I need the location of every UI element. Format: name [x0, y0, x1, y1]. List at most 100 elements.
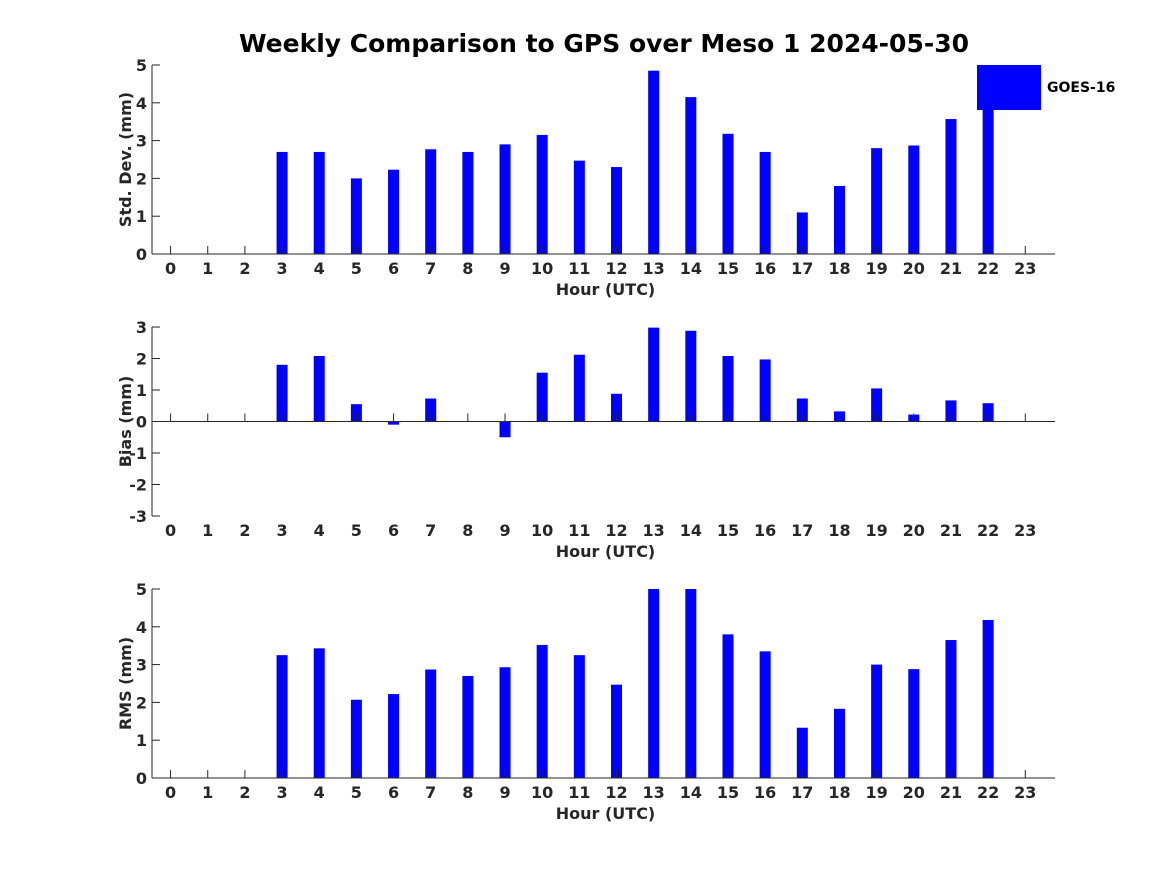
bar-bias-12 — [611, 393, 623, 422]
x-tick-label: 9 — [499, 259, 510, 278]
bar-rms-16 — [759, 651, 771, 778]
x-tick-label: 23 — [1014, 259, 1036, 278]
x-axis-label: Hour (UTC) — [556, 804, 656, 823]
y-tick-label: 2 — [136, 693, 147, 712]
x-tick-label: 7 — [425, 521, 436, 540]
x-tick-label: 19 — [865, 521, 887, 540]
x-tick-label: 18 — [828, 783, 850, 802]
bar-rms-11 — [573, 655, 585, 778]
x-tick-label: 8 — [462, 783, 473, 802]
x-tick-label: 16 — [754, 783, 776, 802]
bar-std-dev-6 — [388, 169, 400, 254]
x-tick-label: 21 — [940, 259, 962, 278]
x-tick-label: 22 — [977, 259, 999, 278]
y-tick-label: 1 — [136, 731, 147, 750]
x-tick-label: 2 — [239, 783, 250, 802]
bar-rms-14 — [685, 589, 697, 778]
bar-bias-17 — [796, 398, 808, 422]
y-tick-label: 1 — [136, 207, 147, 226]
bar-rms-7 — [425, 669, 437, 778]
x-tick-label: 12 — [605, 259, 627, 278]
y-tick-label: -1 — [129, 444, 147, 463]
bar-bias-15 — [722, 355, 734, 422]
x-tick-label: 22 — [977, 783, 999, 802]
chart-panels: 0 1 2 3 4 5 6 7 8 9 10 11 12 13 14 15 16 17 18 19 20 21 22 2301… — [116, 56, 1055, 823]
x-tick-label: 6 — [388, 259, 399, 278]
bar-rms-20 — [908, 669, 920, 778]
x-tick-label: 0 — [165, 521, 176, 540]
bar-std-dev-5 — [350, 178, 362, 254]
y-tick-label: 5 — [136, 56, 147, 75]
bar-bias-11 — [573, 354, 585, 422]
x-tick-label: 13 — [643, 259, 665, 278]
bar-rms-17 — [796, 727, 808, 778]
x-tick-label: 17 — [791, 783, 813, 802]
bar-bias-21 — [945, 400, 957, 422]
x-tick-label: 7 — [425, 259, 436, 278]
bar-std-dev-22 — [982, 108, 994, 254]
x-tick-label: 0 — [165, 259, 176, 278]
x-tick-label: 9 — [499, 783, 510, 802]
y-tick-label: 3 — [136, 132, 147, 151]
bar-bias-6 — [388, 421, 400, 425]
legend: GOES-16 — [977, 65, 1115, 110]
x-tick-label: 2 — [239, 521, 250, 540]
x-tick-label: 18 — [828, 521, 850, 540]
bar-rms-3 — [276, 655, 288, 778]
x-tick-label: 3 — [276, 259, 287, 278]
x-tick-label: 16 — [754, 259, 776, 278]
x-tick-label: 1 — [202, 259, 213, 278]
bar-rms-6 — [388, 694, 400, 778]
y-tick-label: -3 — [129, 507, 147, 526]
bar-bias-3 — [276, 364, 288, 422]
bar-std-dev-19 — [871, 148, 883, 254]
x-tick-label: 1 — [202, 783, 213, 802]
bar-rms-8 — [462, 675, 474, 778]
y-axis-label: Bias (mm) — [116, 376, 135, 468]
y-tick-label: 3 — [136, 318, 147, 337]
bar-bias-5 — [350, 404, 362, 422]
bar-std-dev-20 — [908, 145, 920, 254]
x-tick-label: 9 — [499, 521, 510, 540]
bar-rms-18 — [833, 708, 845, 778]
bar-std-dev-7 — [425, 149, 437, 254]
x-axis-label: Hour (UTC) — [556, 542, 656, 561]
x-tick-label: 4 — [314, 259, 325, 278]
y-tick-label: 2 — [136, 169, 147, 188]
y-axis-label: RMS (mm) — [116, 637, 135, 730]
bar-bias-22 — [982, 403, 994, 422]
x-tick-label: 19 — [865, 783, 887, 802]
y-tick-label: 3 — [136, 656, 147, 675]
bar-std-dev-10 — [536, 134, 548, 254]
bar-rms-22 — [982, 619, 994, 778]
x-tick-label: 10 — [531, 783, 553, 802]
x-tick-label: 15 — [717, 259, 739, 278]
bar-bias-4 — [313, 355, 325, 422]
x-tick-label: 23 — [1014, 783, 1036, 802]
y-tick-label: 0 — [136, 769, 147, 788]
y-tick-label: 4 — [136, 618, 147, 637]
bar-rms-9 — [499, 667, 511, 778]
bar-bias-14 — [685, 330, 697, 422]
x-tick-label: 11 — [568, 783, 590, 802]
x-tick-label: 1 — [202, 521, 213, 540]
x-tick-label: 21 — [940, 783, 962, 802]
y-axis-label: Std. Dev. (mm) — [116, 92, 135, 227]
bar-std-dev-14 — [685, 97, 697, 254]
y-tick-label: 2 — [136, 350, 147, 369]
x-tick-label: 20 — [903, 783, 925, 802]
x-tick-label: 11 — [568, 521, 590, 540]
bar-std-dev-9 — [499, 144, 511, 254]
bar-std-dev-16 — [759, 151, 771, 254]
x-tick-label: 15 — [717, 783, 739, 802]
bar-bias-13 — [648, 327, 660, 422]
y-tick-label: 0 — [136, 245, 147, 264]
bar-bias-16 — [759, 359, 771, 422]
bar-rms-4 — [313, 648, 325, 778]
x-tick-label: 15 — [717, 521, 739, 540]
x-tick-label: 8 — [462, 259, 473, 278]
x-tick-label: 18 — [828, 259, 850, 278]
x-tick-label: 17 — [791, 259, 813, 278]
bar-std-dev-12 — [611, 167, 623, 254]
bar-bias-9 — [499, 421, 511, 438]
